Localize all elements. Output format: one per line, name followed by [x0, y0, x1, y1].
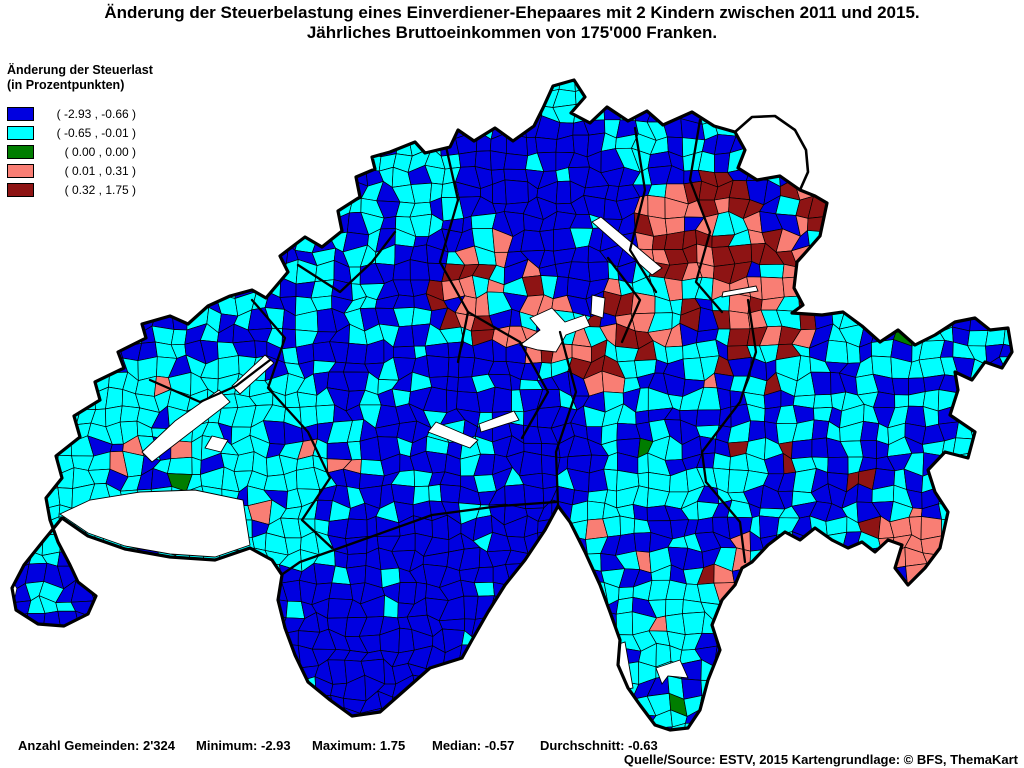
legend-label-class3: ( 0.00 , 0.00 ) — [64, 144, 136, 159]
lakes — [59, 216, 759, 691]
legend-label-class5: ( 0.32 , 1.75 ) — [64, 182, 136, 197]
country-outline — [10, 78, 1014, 732]
stat-minimum: Minimum: -2.93 — [196, 738, 291, 753]
legend-swatch-class4 — [7, 163, 34, 178]
legend: Änderung der Steuerlast (in Prozentpunkt… — [7, 63, 157, 199]
stat-durchschnitt: Durchschnitt: -0.63 — [540, 738, 658, 753]
stat-maximum: Maximum: 1.75 — [312, 738, 406, 753]
legend-swatch-class1 — [7, 106, 34, 121]
legend-item: ( 0.32 , 1.75 ) — [7, 180, 157, 199]
page-title: Änderung der Steuerbelastung eines Einve… — [0, 3, 1024, 43]
title-line-1: Änderung der Steuerbelastung eines Einve… — [104, 3, 920, 22]
legend-title: Änderung der Steuerlast (in Prozentpunkt… — [7, 63, 157, 93]
legend-items: ( -2.93 , -0.66 ) ( -0.65 , -0.01 ) ( 0.… — [7, 104, 157, 199]
legend-swatch-class2 — [7, 125, 34, 140]
source-line: Quelle/Source: ESTV, 2015 Kartengrundlag… — [623, 752, 1018, 767]
stat-anzahl-gemeinden: Anzahl Gemeinden: 2'324 — [18, 738, 175, 753]
legend-label-class4: ( 0.01 , 0.31 ) — [64, 163, 136, 178]
lake-constance-border — [733, 114, 810, 192]
stats-bar: Anzahl Gemeinden: 2'324 Minimum: -2.93 M… — [0, 738, 1024, 754]
legend-title-line-2: (in Prozentpunkten) — [7, 78, 125, 92]
legend-swatch-class5 — [7, 182, 34, 197]
canton-borders — [148, 118, 758, 607]
legend-item: ( 0.01 , 0.31 ) — [7, 161, 157, 180]
title-line-2: Jährliches Bruttoeinkommen von 175'000 F… — [306, 23, 718, 42]
legend-title-line-1: Änderung der Steuerlast — [7, 63, 153, 77]
legend-item: ( -0.65 , -0.01 ) — [7, 123, 157, 142]
legend-item: ( 0.00 , 0.00 ) — [7, 142, 157, 161]
legend-item: ( -2.93 , -0.66 ) — [7, 104, 157, 123]
legend-label-class1: ( -2.93 , -0.66 ) — [56, 106, 136, 121]
legend-swatch-class3 — [7, 144, 34, 159]
municipality-mosaic — [12, 80, 1012, 730]
stat-median: Median: -0.57 — [432, 738, 515, 753]
legend-label-class2: ( -0.65 , -0.01 ) — [56, 125, 136, 140]
